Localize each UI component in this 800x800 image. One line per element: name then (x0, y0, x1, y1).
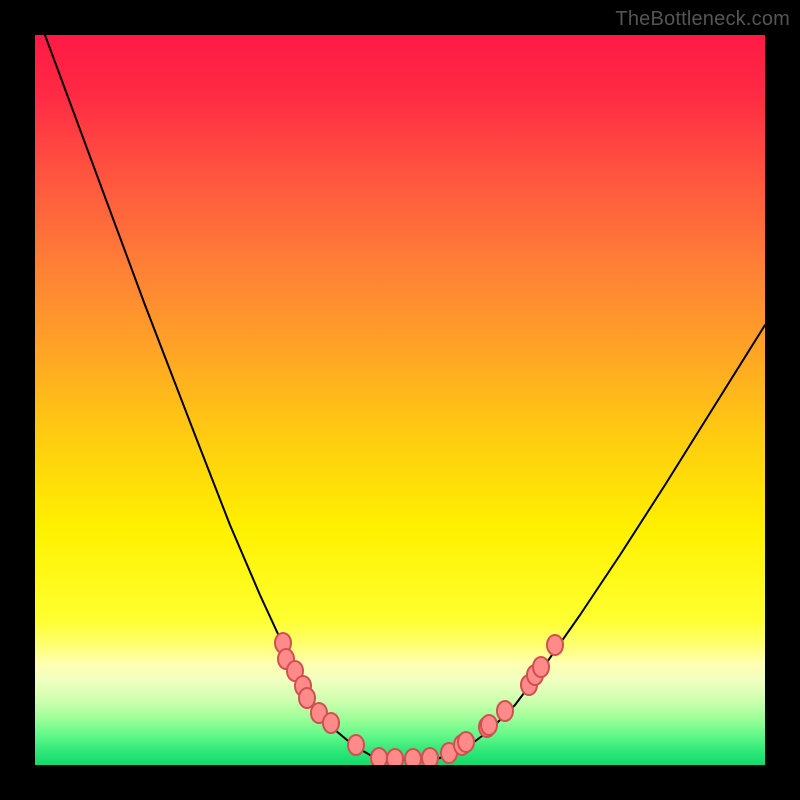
data-marker (348, 735, 364, 755)
data-marker (371, 748, 387, 765)
data-marker (547, 635, 563, 655)
plot-svg (35, 35, 765, 765)
data-marker (481, 715, 497, 735)
data-marker (387, 749, 403, 765)
data-marker (405, 749, 421, 765)
plot-area (35, 35, 765, 765)
data-marker (458, 732, 474, 752)
chart-root: TheBottleneck.com (0, 0, 800, 800)
data-marker (299, 688, 315, 708)
data-marker (497, 701, 513, 721)
data-marker (323, 713, 339, 733)
data-marker (533, 657, 549, 677)
gradient-background (35, 35, 765, 765)
watermark-label: TheBottleneck.com (615, 8, 790, 31)
data-marker (422, 748, 438, 765)
